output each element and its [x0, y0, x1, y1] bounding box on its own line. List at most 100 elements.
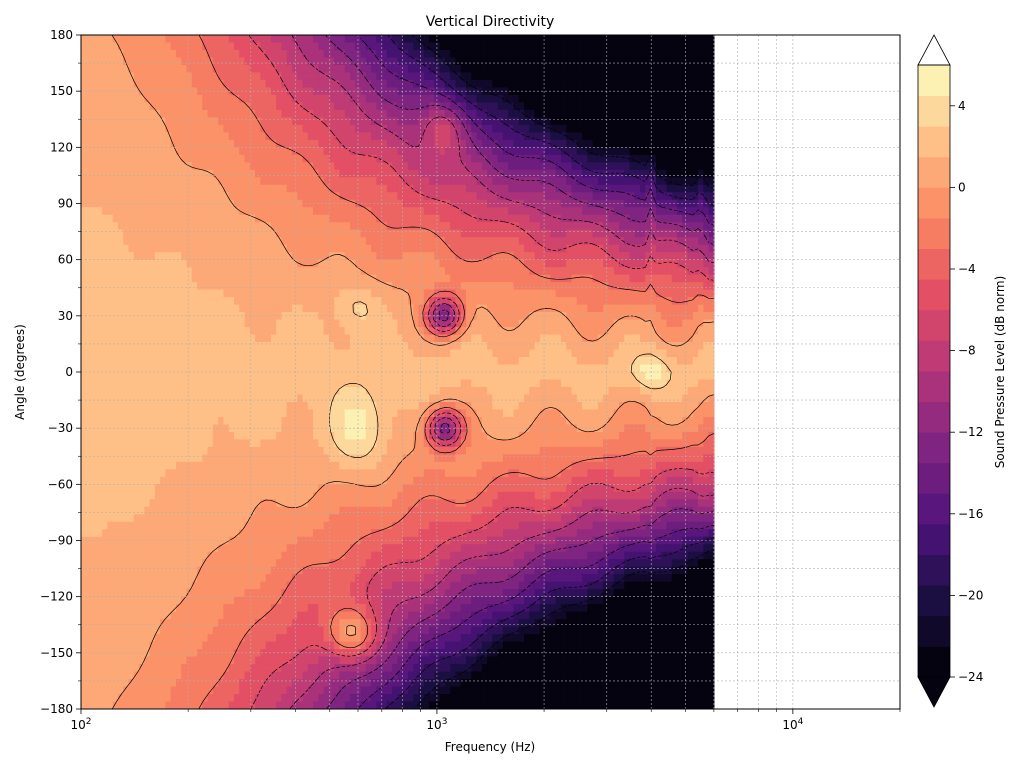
heat-cell [418, 162, 425, 171]
heat-cell [397, 94, 404, 103]
heat-cell [112, 154, 119, 163]
heat-cell [534, 229, 541, 238]
heat-cell [386, 274, 393, 283]
heat-cell [466, 57, 472, 66]
heat-cell [471, 289, 478, 298]
heat-cell [202, 334, 209, 343]
heat-cell [291, 162, 298, 171]
heat-cell [687, 222, 694, 231]
heat-cell [223, 267, 230, 276]
heat-cell [571, 327, 578, 336]
heat-cell [502, 139, 509, 148]
heat-cell [339, 259, 346, 268]
heat-cell [386, 132, 393, 141]
heat-cell [239, 94, 246, 103]
heat-cell [117, 109, 124, 118]
heat-cell [102, 267, 108, 276]
heat-cell [112, 42, 119, 51]
heat-cell [413, 102, 420, 111]
heat-cell [239, 64, 246, 74]
heat-cell [392, 184, 399, 193]
heat-cell [444, 342, 451, 351]
heat-cell [244, 222, 251, 231]
heat-cell [676, 35, 683, 44]
heat-cell [307, 169, 314, 178]
heat-cell [233, 154, 240, 163]
heat-cell [328, 334, 335, 343]
heat-cell [212, 132, 219, 141]
heat-cell [634, 162, 641, 171]
heat-cell [629, 64, 636, 74]
heat-cell [661, 117, 668, 126]
heat-cell [344, 177, 351, 186]
heat-cell [191, 192, 198, 201]
heat-cell [439, 64, 446, 74]
heat-cell [371, 147, 377, 156]
heat-cell [618, 304, 625, 313]
heat-cell [502, 94, 509, 103]
heat-cell [81, 222, 87, 231]
heat-cell [170, 184, 177, 193]
heat-cell [233, 87, 240, 96]
heat-cell [513, 267, 520, 276]
heat-cell [128, 334, 135, 343]
heat-cell [117, 154, 124, 163]
heat-cell [86, 117, 93, 126]
heat-cell [592, 79, 599, 89]
heat-cell [318, 184, 325, 193]
heat-cell [407, 64, 414, 74]
heat-cell [624, 132, 631, 141]
heat-cell [207, 184, 214, 193]
heat-cell [297, 72, 304, 81]
heat-cell [629, 207, 636, 216]
heat-cell [487, 184, 493, 193]
heat-cell [186, 259, 193, 268]
heat-cell [281, 162, 288, 171]
heat-cell [613, 184, 620, 193]
heat-cell [703, 102, 710, 111]
heat-cell [471, 192, 478, 201]
heat-cell [291, 42, 298, 51]
heat-cell [634, 297, 641, 306]
heat-cell [655, 79, 662, 89]
heat-cell [307, 237, 314, 246]
heat-cell [603, 192, 610, 201]
heat-cell [281, 334, 288, 343]
heat-cell [307, 229, 314, 238]
heat-cell [344, 169, 351, 178]
heat-cell [286, 207, 293, 216]
heat-cell [560, 222, 567, 231]
heat-cell [286, 289, 293, 298]
heat-cell [429, 229, 435, 238]
heat-cell [181, 162, 188, 171]
heat-cell [170, 79, 177, 89]
heat-cell [671, 214, 678, 223]
heat-cell [429, 222, 435, 231]
heat-cell [703, 319, 710, 328]
heat-cell [91, 79, 98, 89]
heat-cell [471, 117, 478, 126]
heat-cell [334, 64, 341, 74]
heat-cell [508, 282, 515, 291]
heat-cell [349, 342, 356, 351]
heat-cell [582, 87, 588, 96]
heat-cell [671, 109, 678, 118]
heat-cell [429, 42, 435, 51]
heat-cell [244, 57, 251, 66]
heat-cell [144, 222, 151, 231]
heat-cell [671, 177, 678, 186]
heat-cell [661, 334, 668, 343]
heat-cell [207, 244, 214, 253]
heat-cell [640, 252, 646, 261]
heat-cell [255, 177, 261, 186]
heat-cell [107, 147, 114, 156]
heat-cell [603, 214, 610, 223]
heat-cell [228, 304, 235, 313]
heat-cell [239, 184, 246, 193]
heat-cell [365, 184, 372, 193]
heat-cell [360, 207, 367, 216]
heat-cell [655, 304, 662, 313]
heat-cell [286, 177, 293, 186]
heat-cell [502, 72, 509, 81]
heat-cell [429, 214, 435, 223]
